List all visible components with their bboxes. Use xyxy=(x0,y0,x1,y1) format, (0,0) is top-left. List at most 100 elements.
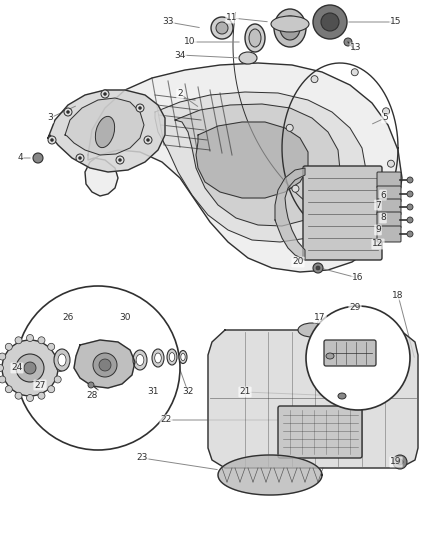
Ellipse shape xyxy=(274,9,306,47)
Circle shape xyxy=(136,104,144,112)
Circle shape xyxy=(407,204,413,210)
Circle shape xyxy=(78,157,81,159)
Circle shape xyxy=(16,354,44,382)
Circle shape xyxy=(306,306,410,410)
Ellipse shape xyxy=(338,393,346,399)
Circle shape xyxy=(38,392,45,399)
FancyBboxPatch shape xyxy=(303,166,382,260)
Circle shape xyxy=(382,108,389,115)
Ellipse shape xyxy=(298,323,326,337)
Polygon shape xyxy=(175,104,340,226)
Circle shape xyxy=(397,459,403,465)
Circle shape xyxy=(15,337,22,344)
Circle shape xyxy=(0,376,6,383)
Circle shape xyxy=(76,154,84,162)
Circle shape xyxy=(407,191,413,197)
Text: 32: 32 xyxy=(182,387,194,397)
Ellipse shape xyxy=(280,16,300,40)
FancyBboxPatch shape xyxy=(377,172,401,188)
Text: 8: 8 xyxy=(380,214,386,222)
Ellipse shape xyxy=(211,17,233,39)
Text: 17: 17 xyxy=(314,313,326,322)
Text: 29: 29 xyxy=(350,303,360,312)
Text: 5: 5 xyxy=(382,114,388,123)
Circle shape xyxy=(27,394,33,401)
Circle shape xyxy=(344,38,352,46)
Ellipse shape xyxy=(326,353,334,359)
Text: 3: 3 xyxy=(47,114,53,123)
Text: 30: 30 xyxy=(119,313,131,322)
Circle shape xyxy=(138,107,141,109)
Ellipse shape xyxy=(271,16,309,32)
Text: 9: 9 xyxy=(375,225,381,235)
FancyBboxPatch shape xyxy=(278,406,362,458)
Circle shape xyxy=(0,365,4,372)
FancyBboxPatch shape xyxy=(377,212,401,228)
Text: 34: 34 xyxy=(174,51,186,60)
Polygon shape xyxy=(65,98,144,155)
Circle shape xyxy=(93,353,117,377)
Circle shape xyxy=(407,217,413,223)
Ellipse shape xyxy=(58,354,66,366)
Text: 12: 12 xyxy=(372,239,384,248)
Ellipse shape xyxy=(136,354,144,366)
Text: 24: 24 xyxy=(11,364,23,373)
Polygon shape xyxy=(48,90,165,172)
Text: 19: 19 xyxy=(390,457,402,466)
Text: 15: 15 xyxy=(390,18,402,27)
Text: 28: 28 xyxy=(86,391,98,400)
Ellipse shape xyxy=(249,29,261,47)
Polygon shape xyxy=(85,63,402,272)
Ellipse shape xyxy=(313,5,347,39)
Ellipse shape xyxy=(95,116,115,148)
Ellipse shape xyxy=(54,349,70,371)
Circle shape xyxy=(50,139,53,141)
Circle shape xyxy=(48,136,56,144)
FancyBboxPatch shape xyxy=(377,199,401,215)
Text: 16: 16 xyxy=(352,273,364,282)
Text: 27: 27 xyxy=(34,381,46,390)
Circle shape xyxy=(0,353,6,360)
Polygon shape xyxy=(155,92,366,242)
Text: 33: 33 xyxy=(162,18,174,27)
Text: 11: 11 xyxy=(226,13,238,22)
Circle shape xyxy=(407,177,413,183)
Circle shape xyxy=(116,156,124,164)
Circle shape xyxy=(57,365,64,372)
Text: 6: 6 xyxy=(380,190,386,199)
Text: 23: 23 xyxy=(136,454,148,463)
Text: 31: 31 xyxy=(147,387,159,397)
Ellipse shape xyxy=(245,24,265,52)
FancyBboxPatch shape xyxy=(324,340,376,366)
Circle shape xyxy=(313,263,323,273)
Ellipse shape xyxy=(179,351,187,364)
Ellipse shape xyxy=(169,353,175,361)
Circle shape xyxy=(88,382,94,388)
Circle shape xyxy=(99,359,111,371)
Circle shape xyxy=(33,153,43,163)
Ellipse shape xyxy=(239,52,257,64)
Circle shape xyxy=(103,93,106,95)
Circle shape xyxy=(325,221,332,229)
Ellipse shape xyxy=(152,349,164,367)
Text: 4: 4 xyxy=(17,154,23,163)
Circle shape xyxy=(316,266,320,270)
Circle shape xyxy=(67,110,70,114)
Circle shape xyxy=(54,353,61,360)
Circle shape xyxy=(16,286,180,450)
Polygon shape xyxy=(218,455,322,495)
Text: 26: 26 xyxy=(62,313,74,322)
Text: 20: 20 xyxy=(292,257,304,266)
Circle shape xyxy=(15,392,22,399)
Circle shape xyxy=(54,376,61,383)
Text: 10: 10 xyxy=(184,37,196,46)
Circle shape xyxy=(101,90,109,98)
Text: 18: 18 xyxy=(392,290,404,300)
Circle shape xyxy=(48,386,55,393)
Circle shape xyxy=(364,211,371,218)
Text: 13: 13 xyxy=(350,44,362,52)
Ellipse shape xyxy=(167,349,177,365)
Ellipse shape xyxy=(155,353,161,363)
Circle shape xyxy=(311,76,318,83)
Circle shape xyxy=(5,386,12,393)
